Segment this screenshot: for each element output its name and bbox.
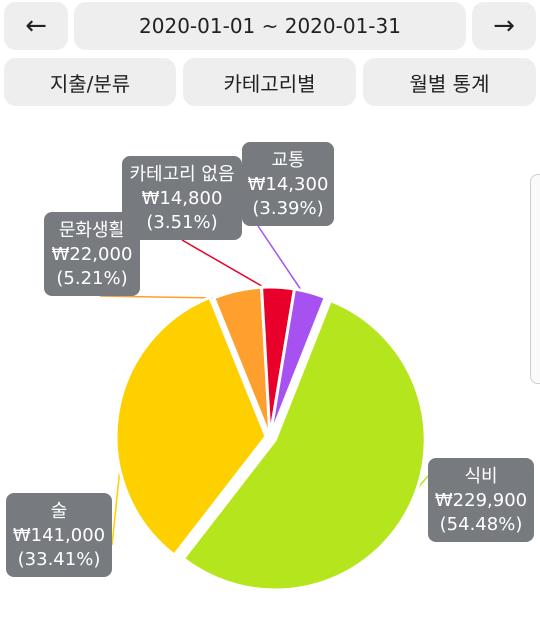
callout-5: 교통 ₩14,300 (3.39%) [242,142,334,226]
callout-percent: (3.39%) [252,198,323,219]
callout-label: 교통 [271,150,304,171]
callout-3: 문화생활 ₩22,000 (5.21%) [44,212,140,296]
pie-slice-5[interactable] [268,287,328,438]
callout-box [6,493,112,577]
callout-4: 카테고리 없음 ₩14,800 (3.51%) [122,156,242,240]
callout-2: 술 ₩141,000 (33.41%) [6,493,112,577]
callout-box [122,156,242,240]
callout-label: 식비 [464,466,497,487]
pie-slices [114,285,427,592]
tab-monthly-stats[interactable]: 월별 통계 [363,58,536,106]
scrollbar[interactable] [530,174,540,384]
callout-box [44,212,140,296]
callout-label: 카테고리 없음 [129,164,234,185]
callout-1: 식비 ₩229,900 (54.48%) [428,458,534,542]
previous-period-button[interactable]: ← [4,2,68,50]
callout-percent: (33.41%) [18,549,101,570]
callouts: 식비 ₩229,900 (54.48%) 술 ₩141,000 (33.41%) 문화생활 ₩… [6,142,534,577]
callout-amount: ₩229,900 [435,490,527,511]
callout-percent: (3.51%) [146,212,217,233]
callout-amount: ₩22,000 [52,244,133,265]
callout-amount: ₩14,800 [142,188,223,209]
callout-label: 술 [51,501,68,522]
callout-box [428,458,534,542]
leader-line-5 [257,225,309,301]
pie-slice-2[interactable] [114,295,268,558]
callout-amount: ₩14,300 [248,174,329,195]
callout-label: 문화생활 [59,220,125,241]
callout-percent: (5.21%) [56,268,127,289]
next-period-button[interactable]: → [472,2,536,50]
date-range-button[interactable]: 2020-01-01 ~ 2020-01-31 [74,2,466,50]
callout-percent: (54.48%) [440,514,523,535]
callout-box [242,142,334,226]
callout-amount: ₩141,000 [13,525,105,546]
pie-slice-1[interactable] [181,298,427,592]
tab-expense-category[interactable]: 지출/분류 [4,58,176,106]
tab-by-category[interactable]: 카테고리별 [183,58,356,106]
